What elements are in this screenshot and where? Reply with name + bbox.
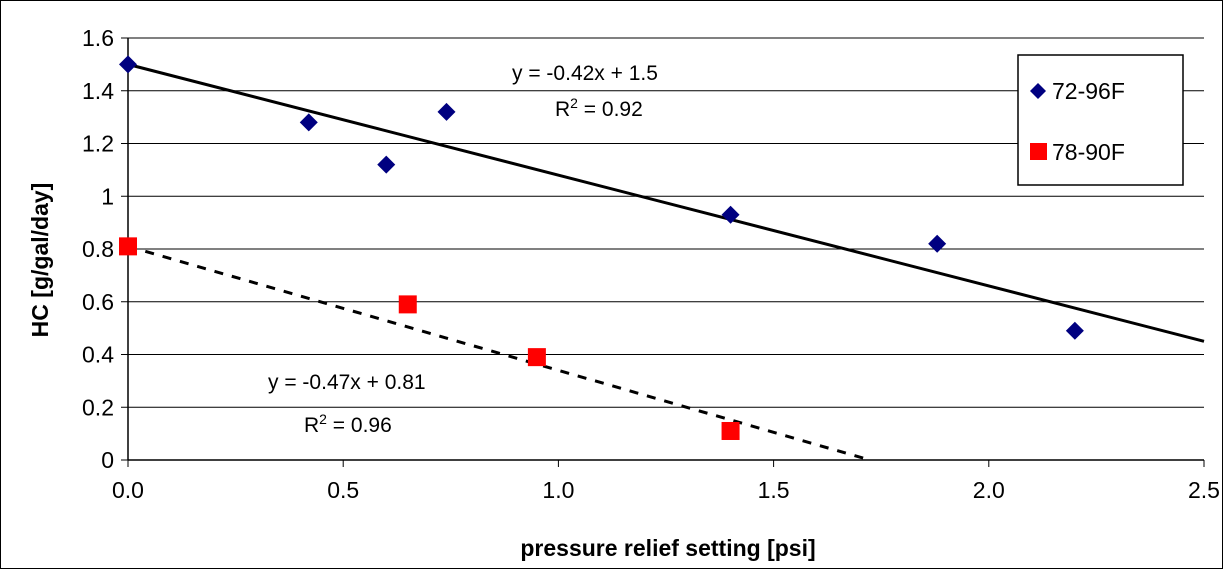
y-tick-label-0.6: 0.6 <box>82 289 114 315</box>
x-tick-label-0.0: 0.0 <box>112 477 144 503</box>
point-72-96f-4 <box>721 205 740 224</box>
x-tick-label-0.5: 0.5 <box>327 477 359 503</box>
legend: 72-96F 78-90F <box>1017 54 1184 186</box>
point-72-96f-2 <box>377 155 396 174</box>
legend-marker-72-96f <box>1030 83 1046 99</box>
trendline-equation-78-90f: y = -0.47x + 0.81 <box>268 371 426 394</box>
y-axis-title: HC [g/gal/day] <box>27 183 53 338</box>
y-tick-label-1.6: 1.6 <box>82 25 114 51</box>
point-78-90f-3 <box>721 421 740 440</box>
x-tick-label-2.0: 2.0 <box>973 477 1005 503</box>
point-72-96f-1 <box>299 113 318 132</box>
point-72-96f-5 <box>928 234 947 253</box>
y-tick-label-0.4: 0.4 <box>82 342 114 368</box>
point-72-96f-6 <box>1065 321 1084 340</box>
y-tick-label-0.2: 0.2 <box>82 394 114 420</box>
point-78-90f-2 <box>527 348 546 367</box>
y-tick-label-1.4: 1.4 <box>82 78 114 104</box>
x-tick-label-1.0: 1.0 <box>542 477 574 503</box>
trendline-72-96f <box>127 62 1205 343</box>
point-72-96f-3 <box>437 102 456 121</box>
y-tick-label-1.2: 1.2 <box>82 131 114 157</box>
legend-marker-78-90f <box>1030 143 1047 160</box>
x-tick-label-2.5: 2.5 <box>1188 477 1220 503</box>
legend-box <box>1017 54 1184 186</box>
x-tick-label-1.5: 1.5 <box>758 477 790 503</box>
trendline-r2-72-96f: R2 = 0.92 <box>555 95 643 121</box>
trendline-equation-72-96f: y = -0.42x + 1.5 <box>512 62 658 85</box>
y-tick-label-0: 0 <box>101 447 114 473</box>
trendline-r2-78-90f: R2 = 0.96 <box>304 411 392 437</box>
point-78-90f-0 <box>119 237 137 256</box>
y-tick-label-0.8: 0.8 <box>82 236 114 262</box>
point-78-90f-1 <box>398 295 417 314</box>
trendline-78-90f <box>127 244 869 462</box>
legend-label-78-90f: 78-90F <box>1052 139 1125 165</box>
y-tick-label-1: 1 <box>101 183 114 209</box>
point-72-96f-0 <box>119 55 137 74</box>
legend-label-72-96f: 72-96F <box>1052 78 1125 104</box>
x-axis-title: pressure relief setting [psi] <box>520 535 815 561</box>
